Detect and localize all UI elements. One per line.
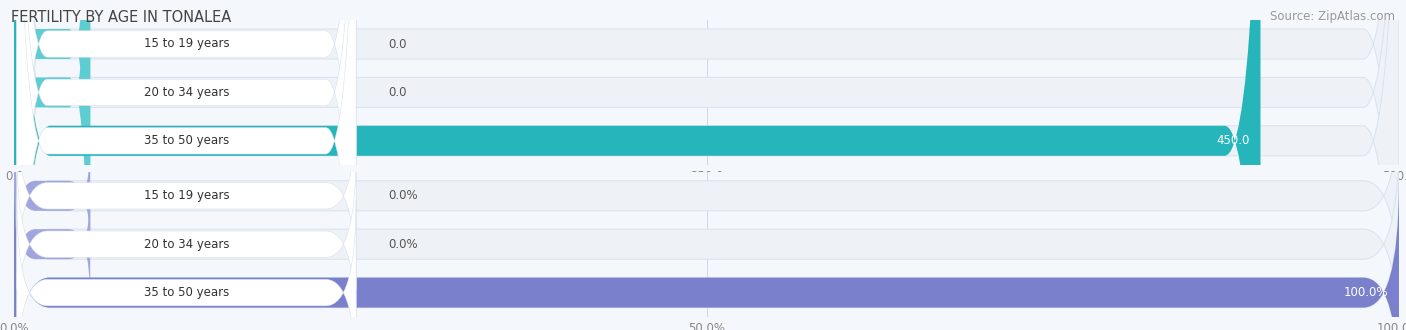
FancyBboxPatch shape bbox=[17, 200, 356, 330]
FancyBboxPatch shape bbox=[14, 0, 1399, 330]
FancyBboxPatch shape bbox=[14, 136, 90, 256]
FancyBboxPatch shape bbox=[14, 0, 90, 330]
Text: 0.0: 0.0 bbox=[388, 38, 406, 50]
Text: FERTILITY BY AGE IN TONALEA: FERTILITY BY AGE IN TONALEA bbox=[11, 10, 232, 25]
FancyBboxPatch shape bbox=[17, 0, 356, 330]
Text: 35 to 50 years: 35 to 50 years bbox=[143, 134, 229, 147]
Text: 35 to 50 years: 35 to 50 years bbox=[143, 286, 229, 299]
FancyBboxPatch shape bbox=[14, 0, 90, 330]
Text: 450.0: 450.0 bbox=[1216, 134, 1250, 147]
Text: 0.0: 0.0 bbox=[388, 86, 406, 99]
FancyBboxPatch shape bbox=[14, 0, 1399, 330]
FancyBboxPatch shape bbox=[14, 86, 1399, 306]
FancyBboxPatch shape bbox=[14, 184, 90, 304]
Text: 20 to 34 years: 20 to 34 years bbox=[143, 86, 229, 99]
FancyBboxPatch shape bbox=[17, 151, 356, 330]
Text: 15 to 19 years: 15 to 19 years bbox=[143, 189, 229, 202]
FancyBboxPatch shape bbox=[14, 134, 1399, 330]
FancyBboxPatch shape bbox=[14, 182, 1399, 330]
FancyBboxPatch shape bbox=[17, 103, 356, 289]
FancyBboxPatch shape bbox=[17, 0, 356, 330]
Text: 100.0%: 100.0% bbox=[1343, 286, 1388, 299]
Text: 15 to 19 years: 15 to 19 years bbox=[143, 38, 229, 50]
Text: Source: ZipAtlas.com: Source: ZipAtlas.com bbox=[1270, 10, 1395, 23]
Text: 0.0%: 0.0% bbox=[388, 189, 418, 202]
Text: 20 to 34 years: 20 to 34 years bbox=[143, 238, 229, 251]
FancyBboxPatch shape bbox=[17, 0, 356, 330]
FancyBboxPatch shape bbox=[14, 0, 1399, 330]
FancyBboxPatch shape bbox=[14, 0, 1261, 330]
FancyBboxPatch shape bbox=[14, 182, 1399, 330]
Text: 0.0%: 0.0% bbox=[388, 238, 418, 251]
